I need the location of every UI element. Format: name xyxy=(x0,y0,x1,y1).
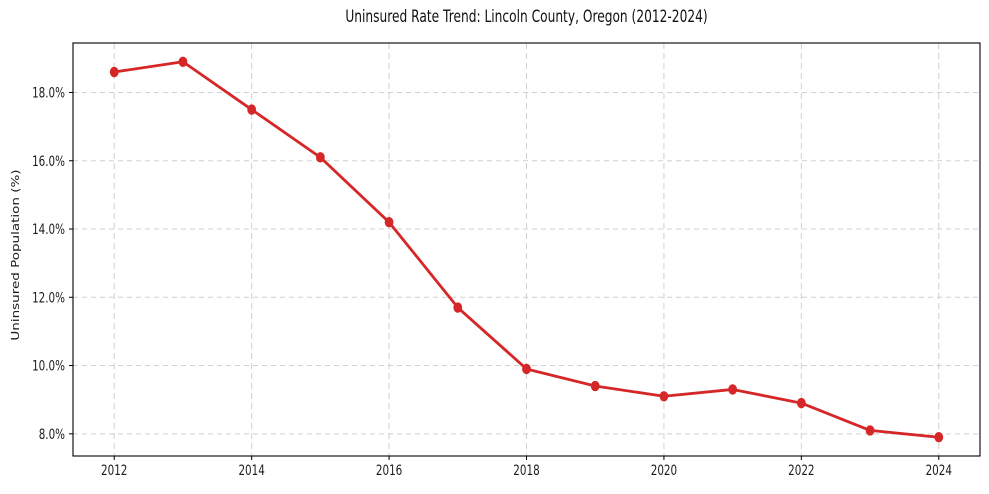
y-tick-label: 16.0% xyxy=(32,154,65,170)
x-tick-label: 2024 xyxy=(926,463,952,479)
data-point-marker xyxy=(728,384,738,395)
y-tick-label: 12.0% xyxy=(32,290,65,306)
x-tick-label: 2018 xyxy=(513,463,539,479)
x-tick-label: 2022 xyxy=(788,463,814,479)
data-point-marker xyxy=(315,152,325,163)
data-point-marker xyxy=(659,391,669,402)
data-point-marker xyxy=(865,425,875,436)
chart-title: Uninsured Rate Trend: Lincoln County, Or… xyxy=(345,7,707,26)
data-point-marker xyxy=(178,56,188,67)
y-tick-label: 14.0% xyxy=(32,222,65,238)
y-axis-label: Uninsured Population (%) xyxy=(9,169,21,340)
data-point-marker xyxy=(453,302,463,313)
x-tick-label: 2014 xyxy=(238,463,264,479)
y-tick-label: 8.0% xyxy=(39,427,65,443)
data-point-marker xyxy=(522,363,531,375)
y-tick-label: 18.0% xyxy=(32,85,65,101)
data-point-marker xyxy=(934,432,944,443)
x-tick-label: 2020 xyxy=(651,463,677,479)
data-point-marker xyxy=(247,104,257,115)
data-point-marker xyxy=(384,216,394,228)
x-tick-label: 2016 xyxy=(376,463,402,479)
data-point-marker xyxy=(796,397,806,409)
data-point-marker xyxy=(109,66,119,78)
data-point-marker xyxy=(590,380,600,392)
plot-area: 2012 2014 2016 2018 2020 2022 2024 8.0% 10.0% 12.… xyxy=(32,42,981,479)
y-tick-label: 10.0% xyxy=(32,359,65,375)
x-tick-label: 2012 xyxy=(101,463,127,479)
